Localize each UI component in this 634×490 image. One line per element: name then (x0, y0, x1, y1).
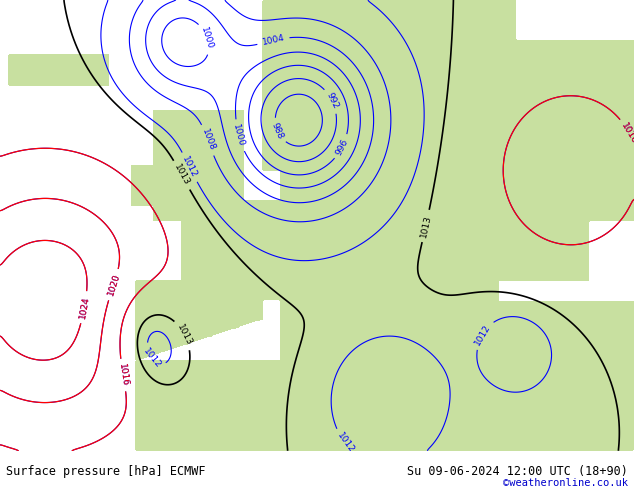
Text: 988: 988 (270, 122, 285, 141)
Text: 1013: 1013 (175, 322, 193, 347)
Text: 1016: 1016 (117, 363, 129, 387)
Text: 1020: 1020 (106, 272, 121, 297)
Text: 996: 996 (334, 137, 350, 157)
Text: 992: 992 (325, 91, 340, 110)
Text: 1000: 1000 (231, 123, 246, 148)
Text: ©weatheronline.co.uk: ©weatheronline.co.uk (503, 478, 628, 488)
Text: 1004: 1004 (261, 34, 285, 48)
Text: 1012: 1012 (181, 155, 199, 179)
Text: 1012: 1012 (473, 322, 492, 346)
Text: 1016: 1016 (619, 121, 634, 146)
Text: 1013: 1013 (172, 163, 191, 187)
Text: 1024: 1024 (78, 295, 91, 319)
Text: 1016: 1016 (619, 121, 634, 146)
Text: 1012: 1012 (141, 346, 162, 370)
Text: 1000: 1000 (200, 26, 215, 51)
Text: Surface pressure [hPa] ECMWF: Surface pressure [hPa] ECMWF (6, 465, 206, 478)
Text: 1024: 1024 (78, 295, 91, 319)
Text: 1016: 1016 (117, 363, 129, 387)
Text: Su 09-06-2024 12:00 UTC (18+90): Su 09-06-2024 12:00 UTC (18+90) (407, 465, 628, 478)
Text: 1008: 1008 (200, 128, 216, 152)
Text: 1020: 1020 (106, 272, 121, 297)
Text: 1013: 1013 (419, 214, 432, 238)
Text: 1012: 1012 (335, 431, 356, 455)
